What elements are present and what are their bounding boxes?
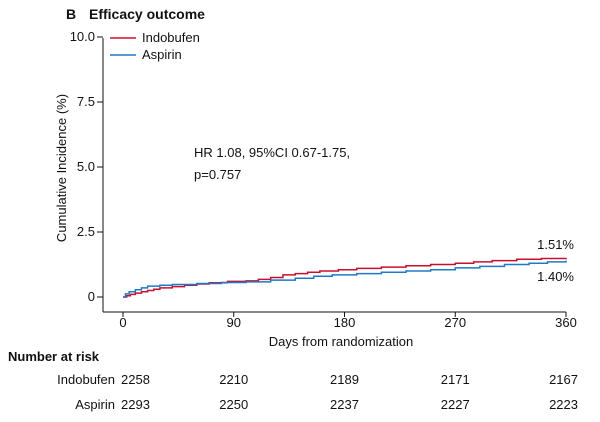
- risk-cell: 2167: [549, 372, 578, 387]
- end-label-indobufen: 1.51%: [537, 237, 574, 252]
- legend-label-aspirin: Aspirin: [142, 47, 182, 62]
- y-tick-label: 7.5: [77, 94, 95, 109]
- x-tick-label: 360: [555, 315, 577, 330]
- x-ticks: 0 90 180 270 360: [119, 312, 577, 330]
- risk-table-header: Number at risk: [8, 349, 100, 364]
- risk-cell: 2210: [219, 372, 248, 387]
- x-tick-label: 0: [119, 315, 126, 330]
- x-tick-label: 180: [334, 315, 356, 330]
- legend-label-indobufen: Indobufen: [142, 30, 200, 45]
- x-axis-label: Days from randomization: [269, 334, 414, 349]
- hr-annotation-line2: p=0.757: [194, 167, 241, 182]
- series-line-aspirin: [123, 260, 567, 298]
- risk-cell: 2227: [441, 397, 470, 412]
- series-layer: [123, 257, 567, 298]
- y-tick-label: 5.0: [77, 159, 95, 174]
- hr-annotation-line1: HR 1.08, 95%CI 0.67-1.75,: [194, 145, 350, 160]
- risk-cell: 2293: [121, 397, 150, 412]
- x-tick-label: 90: [227, 315, 241, 330]
- panel-label: B: [66, 6, 76, 22]
- y-ticks: 0 2.5 5.0 7.5 10.0: [70, 29, 103, 304]
- risk-row-label: Aspirin: [75, 397, 115, 412]
- end-label-aspirin: 1.40%: [537, 269, 574, 284]
- y-axis-label: Cumulative Incidence (%): [54, 94, 69, 242]
- risk-cell: 2189: [330, 372, 359, 387]
- risk-cell: 2250: [219, 397, 248, 412]
- y-tick-label: 0: [88, 289, 95, 304]
- legend: Indobufen Aspirin: [110, 30, 200, 62]
- risk-cell: 2171: [441, 372, 470, 387]
- risk-cell: 2237: [330, 397, 359, 412]
- y-tick-label: 10.0: [70, 29, 95, 44]
- risk-cell: 2223: [549, 397, 578, 412]
- series-line-indobufen: [123, 257, 567, 298]
- x-tick-label: 270: [444, 315, 466, 330]
- risk-cell: 2258: [121, 372, 150, 387]
- risk-table: Indobufen 2258 2210 2189 2171 2167 Aspirin 2293…: [57, 372, 578, 412]
- y-tick-label: 2.5: [77, 224, 95, 239]
- risk-row-label: Indobufen: [57, 372, 115, 387]
- chart-title: Efficacy outcome: [89, 6, 205, 22]
